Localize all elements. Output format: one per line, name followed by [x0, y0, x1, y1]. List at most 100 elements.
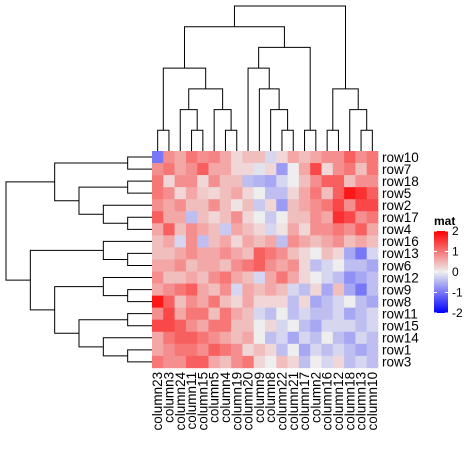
heatmap-cell	[231, 319, 243, 333]
heatmap-cell	[231, 211, 243, 224]
row-label: row6	[382, 258, 411, 273]
heatmap-cell	[321, 343, 334, 357]
heatmap-cell	[355, 199, 367, 212]
heatmap-cell	[355, 259, 367, 272]
heatmap-cell	[152, 175, 164, 188]
heatmap-cell	[174, 355, 187, 369]
heatmap-cell	[321, 175, 334, 188]
heatmap-cell	[321, 355, 334, 369]
heatmap-cell	[163, 259, 175, 272]
heatmap-cell	[366, 331, 379, 345]
heatmap-cell	[276, 271, 288, 284]
heatmap-cell	[332, 343, 345, 357]
heatmap-cell	[332, 295, 345, 308]
legend-tick-label: -2	[452, 306, 463, 320]
column-dendrogram-branch	[304, 129, 317, 151]
heatmap-cell	[344, 163, 356, 176]
heatmap-cell	[219, 331, 232, 345]
column-label: column17	[297, 372, 312, 431]
heatmap-cell	[298, 331, 311, 345]
heatmap-cell	[355, 295, 367, 308]
heatmap-cell	[152, 187, 164, 200]
heatmap-cell	[197, 163, 209, 176]
heatmap-cell	[355, 247, 367, 260]
heatmap-cell	[298, 319, 311, 333]
heatmap-cell	[332, 151, 345, 164]
heatmap-cell	[276, 163, 288, 176]
heatmap-cell	[163, 295, 175, 308]
heatmap-cell	[332, 163, 345, 176]
heatmap-cell	[174, 259, 187, 272]
heatmap-cell	[242, 355, 254, 369]
heatmap-cell	[219, 223, 232, 236]
heatmap-cell	[344, 343, 356, 357]
heatmap-cell	[366, 199, 379, 212]
heatmap-cell	[197, 151, 209, 164]
heatmap-cell	[344, 151, 356, 164]
heatmap-cell	[219, 343, 232, 357]
column-label: column18	[342, 372, 357, 431]
heatmap-cell	[321, 235, 334, 248]
heatmap-cell	[265, 151, 277, 164]
heatmap-cell	[242, 319, 254, 333]
heatmap-cell	[163, 271, 175, 284]
heatmap-cell	[265, 175, 277, 188]
heatmap-cell	[287, 307, 300, 320]
heatmap-cell	[355, 343, 367, 357]
heatmap-cell	[321, 247, 334, 260]
legend-color-bar	[434, 231, 448, 313]
heatmap-cell	[276, 223, 288, 236]
heatmap-cell	[208, 355, 221, 369]
heatmap-cell	[321, 307, 334, 320]
heatmap-cell	[287, 331, 300, 345]
heatmap-cell	[344, 271, 356, 284]
heatmap-cell	[298, 223, 311, 236]
heatmap-cell	[321, 295, 334, 308]
heatmap-cell	[287, 247, 300, 260]
heatmap-cell	[219, 247, 232, 260]
heatmap-cell	[163, 175, 175, 188]
heatmap-cell	[355, 187, 367, 200]
heatmap-cell	[310, 271, 322, 284]
heatmap-cell	[242, 259, 254, 272]
heatmap-cell	[298, 175, 311, 188]
column-label: column12	[331, 372, 346, 431]
heatmap-cell	[185, 295, 198, 308]
row-dendrogram	[5, 156, 152, 363]
heatmap-cell	[242, 271, 254, 284]
heatmap-cell	[242, 187, 254, 200]
heatmap-cell	[344, 187, 356, 200]
heatmap-cell	[321, 223, 334, 236]
heatmap-cell	[344, 247, 356, 260]
heatmap-cell	[208, 223, 221, 236]
heatmap-cell	[298, 343, 311, 357]
heatmap-cell	[298, 247, 311, 260]
heatmap-cell	[242, 223, 254, 236]
heatmap-cell	[287, 271, 300, 284]
heatmap-cell	[253, 235, 266, 248]
heatmap-cell	[310, 151, 322, 164]
heatmap-cell	[219, 199, 232, 212]
heatmap-cell	[208, 211, 221, 224]
heatmap-cell	[310, 163, 322, 176]
heatmap-cell	[355, 319, 367, 333]
heatmap-cell	[298, 151, 311, 164]
heatmap-cell	[287, 295, 300, 308]
row-label: row5	[382, 186, 411, 201]
heatmap-cell	[321, 271, 334, 284]
heatmap-cell	[366, 319, 379, 333]
heatmap-cell	[332, 355, 345, 369]
column-label: column8	[263, 372, 278, 423]
heatmap-cell	[265, 247, 277, 260]
heatmap-cell	[163, 235, 175, 248]
heatmap-cell	[344, 307, 356, 320]
heatmap-cell	[219, 235, 232, 248]
heatmap-cell	[355, 163, 367, 176]
heatmap-cell	[208, 175, 221, 188]
heatmap-cell	[197, 199, 209, 212]
heatmap-cell	[298, 211, 311, 224]
heatmap-cell	[208, 283, 221, 296]
row-label: row12	[382, 270, 419, 285]
heatmap-cell	[231, 259, 243, 272]
heatmap-cell	[265, 223, 277, 236]
